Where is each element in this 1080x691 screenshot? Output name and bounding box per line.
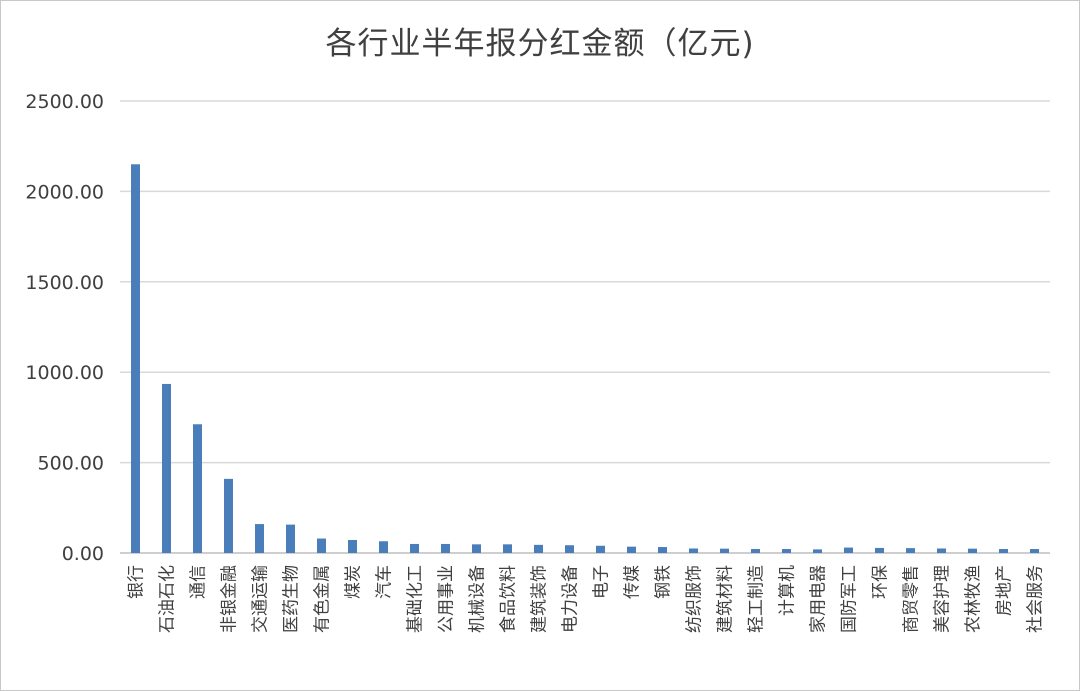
x-tick-label: 纺织服饰 [685,565,705,633]
bar [441,543,450,553]
bar [193,424,202,553]
bar [782,549,791,553]
x-tick-label: 美容护理 [933,565,953,633]
bar [689,548,698,553]
x-tick-label: 商贸零售 [902,565,922,633]
x-tick-label: 电子 [592,565,612,599]
y-tick-label: 2500.00 [25,91,104,113]
bars [131,164,1039,553]
bar [751,549,760,553]
bar [1030,549,1039,553]
x-tick-label: 建筑材料 [716,565,736,633]
bar [286,524,295,553]
bar [906,548,915,553]
x-tick-label: 银行 [127,565,147,599]
x-tick-label: 医药生物 [282,565,302,633]
gridlines [120,100,1050,554]
x-tick-label: 煤炭 [344,565,364,599]
x-tick-label: 国防军工 [840,565,860,633]
x-tick-label: 钢铁 [654,565,674,599]
bar [720,548,729,553]
bar [410,543,419,553]
y-tick-label: 0.00 [62,543,104,565]
bar [813,549,822,553]
bar [565,545,574,553]
bar [348,539,357,553]
bar [596,545,605,553]
x-tick-label: 石油石化 [158,565,178,633]
x-tick-label: 交通运输 [251,565,271,633]
bar [503,544,512,553]
y-tick-label: 1500.00 [25,272,104,294]
x-tick-label: 公用事业 [437,565,457,633]
x-tick-label: 非银金融 [220,565,240,633]
y-axis-ticks: 0.00 500.00 1000.00 1500.00 2000.00 2500.00 [25,91,104,565]
x-tick-label: 环保 [871,565,891,599]
x-tick-label: 传媒 [623,565,643,599]
x-tick-label: 计算机 [778,565,798,616]
x-tick-label: 农林牧渔 [964,565,984,633]
x-tick-label: 机械设备 [468,565,488,633]
bar [937,548,946,553]
x-tick-label: 家用电器 [809,565,829,633]
bar [162,383,171,553]
y-tick-label: 1000.00 [25,362,104,384]
bar [379,541,388,553]
x-tick-label: 电力设备 [561,565,581,633]
chart-title: 各行业半年报分红金额（亿元) [325,26,755,62]
bar [844,547,853,553]
x-tick-label: 社会服务 [1026,565,1046,633]
bar [968,548,977,553]
y-tick-label: 500.00 [38,453,104,475]
bar [658,547,667,553]
x-tick-label: 基础化工 [406,565,426,633]
x-tick-label: 通信 [189,565,209,599]
x-tick-label: 房地产 [995,565,1015,616]
x-axis-ticks: 银行 石油石化 通信 非银金融 交通运输 医药生物 有色金属 煤炭 汽车 基础化工 公用事业 机械设备… [127,565,1046,633]
bar [317,538,326,553]
bar [999,549,1008,553]
x-tick-label: 有色金属 [313,565,333,633]
bar [875,547,884,553]
x-tick-label: 食品饮料 [499,565,519,633]
bar [472,544,481,553]
x-tick-label: 建筑装饰 [530,565,550,633]
y-tick-label: 2000.00 [25,181,104,203]
bar [627,546,636,553]
x-tick-label: 轻工制造 [747,565,767,633]
x-tick-label: 汽车 [375,565,395,599]
bar [255,524,264,553]
bar [224,478,233,553]
bar [131,164,140,553]
bar [534,544,543,553]
